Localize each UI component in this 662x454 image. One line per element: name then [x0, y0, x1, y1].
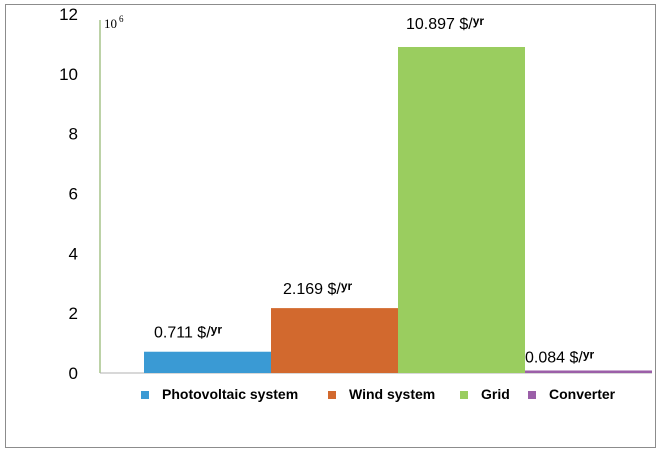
bar-2 [271, 308, 398, 373]
legend-swatch [460, 391, 468, 399]
data-label: 2.169 $/yr [283, 279, 353, 298]
y-tick-label: 8 [69, 125, 78, 144]
legend-swatch [141, 391, 149, 399]
legend-swatch [528, 391, 536, 399]
y-axis-multiplier-base: 10 [104, 16, 117, 31]
y-tick-label: 4 [69, 244, 78, 263]
bar-4 [525, 370, 652, 373]
data-label: 0.711 $/yr [154, 323, 222, 342]
bar-1 [144, 351, 271, 373]
legend-label: Wind system [349, 386, 435, 402]
y-tick-label: 0 [69, 364, 78, 383]
legend-label: Converter [549, 386, 616, 402]
chart-frame [5, 4, 656, 448]
legend: Photovoltaic system Wind system Grid Conver… [141, 386, 616, 402]
bar-3 [398, 46, 525, 374]
data-labels: 0.711 $/yr 2.169 $/yr 10.897 $/yr 0.084 $/y… [154, 14, 595, 366]
legend-label: Grid [481, 386, 510, 402]
y-tick-labels: 0 2 4 6 8 10 12 [59, 5, 78, 383]
y-tick-label: 2 [69, 304, 78, 323]
y-tick-label: 12 [59, 5, 78, 24]
y-axis-multiplier-exponent: 6 [119, 14, 124, 24]
legend-label: Photovoltaic system [162, 386, 298, 402]
bars [144, 46, 652, 374]
data-label: 10.897 $/yr [406, 14, 484, 33]
y-tick-label: 6 [69, 185, 78, 204]
y-tick-label: 10 [59, 65, 78, 84]
data-label: 0.084 $/yr [525, 347, 595, 366]
legend-swatch [328, 391, 336, 399]
